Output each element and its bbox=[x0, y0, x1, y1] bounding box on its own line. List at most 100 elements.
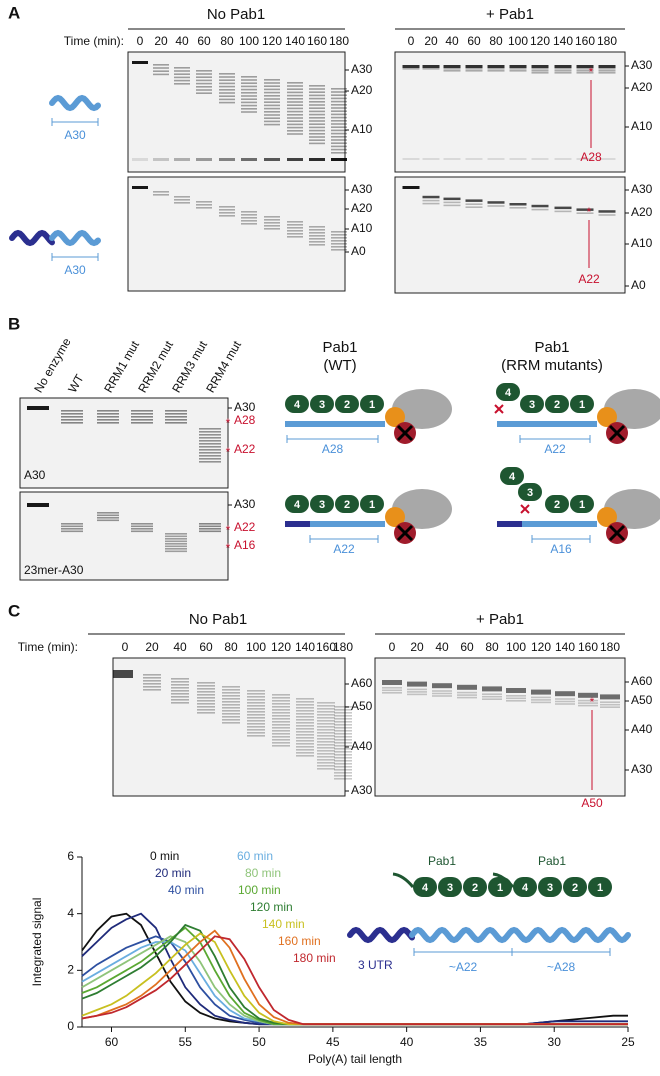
gel-band bbox=[506, 688, 526, 693]
series-line bbox=[81, 935, 628, 1026]
enzyme-body bbox=[604, 489, 660, 529]
gel bbox=[112, 657, 346, 797]
gel-band bbox=[131, 530, 153, 533]
rrm-domain bbox=[588, 877, 612, 897]
gel-band bbox=[219, 215, 235, 217]
gel-band bbox=[331, 136, 347, 138]
gel-band bbox=[272, 700, 290, 702]
gel-band bbox=[287, 227, 303, 229]
domain-label: 1 bbox=[579, 499, 585, 511]
gel-band bbox=[309, 85, 325, 87]
gel-band bbox=[264, 101, 280, 103]
gel-band bbox=[309, 235, 325, 237]
size-marker: A10 bbox=[351, 122, 373, 136]
gel-band bbox=[61, 410, 83, 412]
gel-band bbox=[334, 736, 352, 738]
gel-band bbox=[247, 693, 265, 695]
gel-band bbox=[247, 699, 265, 701]
domain-label: 3 bbox=[529, 399, 535, 411]
gel-band bbox=[196, 89, 212, 91]
legend-entry: 100 min bbox=[238, 883, 281, 897]
gel-band bbox=[334, 742, 352, 744]
gel-band bbox=[554, 210, 572, 213]
gel-band bbox=[61, 413, 83, 415]
gel-band bbox=[331, 234, 347, 236]
protein-label: Pab1 bbox=[538, 854, 566, 868]
x-tick-label: 35 bbox=[474, 1035, 488, 1049]
gel-band bbox=[241, 79, 257, 81]
gel-band bbox=[296, 749, 314, 751]
gel-band bbox=[97, 413, 119, 415]
gel-band bbox=[199, 428, 221, 430]
gel-band bbox=[196, 70, 212, 72]
gel-band bbox=[264, 85, 280, 87]
group-title: No Pab1 bbox=[207, 6, 265, 23]
gel-band bbox=[296, 719, 314, 721]
gel-band bbox=[296, 698, 314, 700]
gel-band bbox=[317, 744, 335, 746]
time-tick: 120 bbox=[262, 34, 282, 48]
time-tick: 120 bbox=[530, 34, 550, 48]
gel-band bbox=[578, 702, 598, 704]
gel-band bbox=[578, 699, 598, 702]
substrate-label: A30 bbox=[64, 128, 86, 142]
gel-band bbox=[165, 543, 187, 545]
gel-band bbox=[219, 79, 235, 81]
gel-band bbox=[199, 434, 221, 436]
gel-band bbox=[153, 73, 169, 76]
gel-band bbox=[197, 694, 215, 696]
gel-band bbox=[317, 735, 335, 737]
gel-band bbox=[334, 754, 352, 756]
rrm-domain bbox=[335, 395, 359, 413]
gel-band bbox=[296, 713, 314, 715]
gel-band bbox=[331, 107, 347, 109]
rna-strand bbox=[49, 94, 101, 112]
gel-band bbox=[131, 422, 153, 424]
time-tick: 0 bbox=[122, 640, 129, 654]
gel-band bbox=[576, 72, 594, 74]
gel-band bbox=[272, 706, 290, 708]
gel-band bbox=[264, 111, 280, 113]
gel-band bbox=[334, 745, 352, 747]
gel-band bbox=[576, 158, 594, 160]
gel-band bbox=[331, 139, 347, 141]
gel-band bbox=[222, 710, 240, 712]
gel-band bbox=[97, 416, 119, 418]
group-title: + Pab1 bbox=[486, 6, 534, 23]
gel-band bbox=[287, 82, 303, 84]
y-tick-label: 0 bbox=[67, 1019, 74, 1033]
gel-band bbox=[334, 715, 352, 717]
enzyme-subunit bbox=[385, 507, 405, 527]
gel-band bbox=[309, 97, 325, 100]
size-marker: A0 bbox=[351, 244, 366, 258]
time-tick: 80 bbox=[485, 640, 499, 654]
gel-band bbox=[443, 204, 461, 207]
gel-band bbox=[247, 690, 265, 692]
gel-band bbox=[482, 698, 502, 700]
rrm-domain bbox=[570, 495, 594, 513]
time-tick: 180 bbox=[329, 34, 349, 48]
rna-strand bbox=[285, 421, 385, 427]
domain-label: 2 bbox=[344, 399, 350, 411]
gel-band bbox=[334, 760, 352, 762]
time-tick: 60 bbox=[199, 640, 213, 654]
time-tick: 0 bbox=[137, 34, 144, 48]
x-axis-label: Poly(A) tail length bbox=[308, 1052, 402, 1066]
gel-band bbox=[247, 705, 265, 707]
rrm-domain bbox=[538, 877, 562, 897]
gel-band bbox=[317, 714, 335, 716]
rrm-domain bbox=[335, 495, 359, 513]
x-tick-label: 60 bbox=[105, 1035, 119, 1049]
asterisk: * bbox=[226, 445, 231, 459]
annotation: A22 bbox=[578, 272, 600, 286]
gel-band bbox=[465, 199, 483, 202]
gel-band bbox=[165, 410, 187, 412]
gel-band bbox=[296, 716, 314, 718]
gel-band bbox=[241, 76, 257, 78]
gel-band bbox=[600, 694, 620, 700]
gel-band bbox=[317, 702, 335, 704]
gel-band bbox=[598, 72, 616, 74]
gel-band bbox=[165, 422, 187, 424]
gel-band bbox=[531, 696, 551, 699]
gel-band bbox=[296, 725, 314, 727]
